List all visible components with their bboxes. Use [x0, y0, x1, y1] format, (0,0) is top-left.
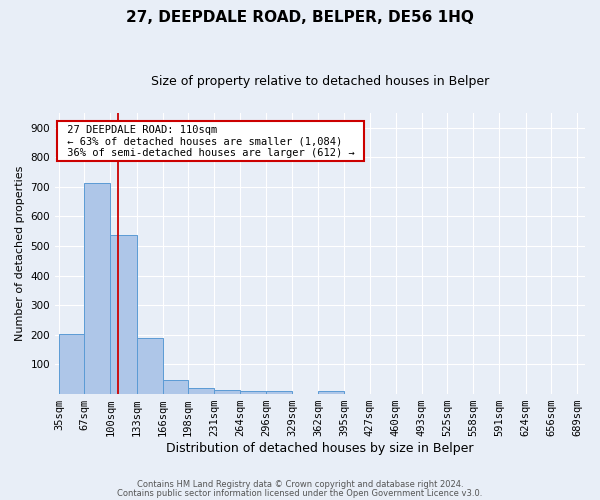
Text: Contains public sector information licensed under the Open Government Licence v3: Contains public sector information licen…: [118, 488, 482, 498]
Text: 27, DEEPDALE ROAD, BELPER, DE56 1HQ: 27, DEEPDALE ROAD, BELPER, DE56 1HQ: [126, 10, 474, 25]
Bar: [241, 390, 266, 394]
Text: Contains HM Land Registry data © Crown copyright and database right 2024.: Contains HM Land Registry data © Crown c…: [137, 480, 463, 489]
Bar: [110, 235, 137, 394]
Title: Size of property relative to detached houses in Belper: Size of property relative to detached ho…: [151, 75, 489, 88]
Bar: [318, 392, 344, 394]
Bar: [188, 388, 214, 394]
Bar: [137, 338, 163, 394]
Bar: [85, 182, 110, 394]
Bar: [163, 380, 188, 394]
Bar: [266, 392, 292, 394]
Text: 27 DEEPDALE ROAD: 110sqm
 ← 63% of detached houses are smaller (1,084)
 36% of s: 27 DEEPDALE ROAD: 110sqm ← 63% of detach…: [61, 124, 361, 158]
X-axis label: Distribution of detached houses by size in Belper: Distribution of detached houses by size …: [166, 442, 474, 455]
Bar: [214, 390, 241, 394]
Y-axis label: Number of detached properties: Number of detached properties: [15, 166, 25, 341]
Bar: [59, 334, 85, 394]
